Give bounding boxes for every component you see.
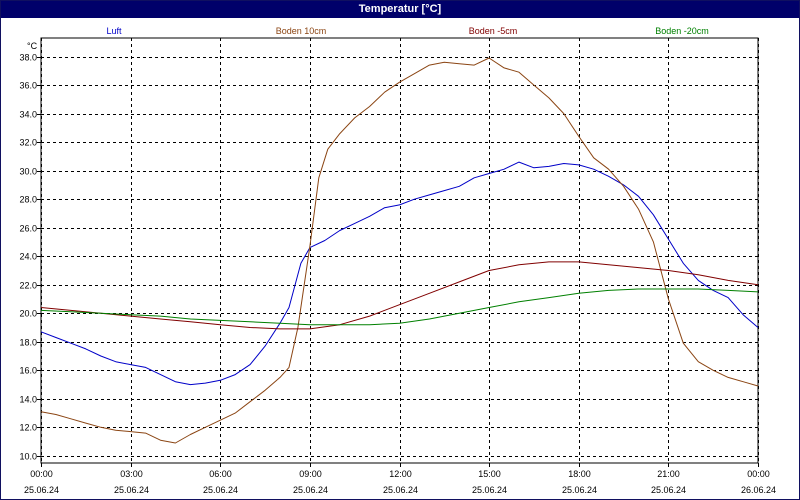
legend-entry: Boden 10cm (276, 26, 327, 36)
x-tick-date: 25.06.24 (562, 485, 597, 495)
x-tick-time: 12:00 (389, 469, 412, 479)
y-tick-label: 24.0 (19, 252, 37, 262)
x-tick-time: 03:00 (120, 469, 143, 479)
y-tick-label: 34.0 (19, 110, 37, 120)
y-tick-label: 22.0 (19, 281, 37, 291)
series-line (40, 57, 759, 444)
x-tick-date: 25.06.24 (651, 485, 686, 495)
y-tick-label: 16.0 (19, 366, 37, 376)
x-tick-time: 00:00 (30, 469, 53, 479)
x-tick-time: 15:00 (478, 469, 501, 479)
y-tick-label: 30.0 (19, 167, 37, 177)
series-line (40, 288, 759, 326)
y-tick-label: 18.0 (19, 338, 37, 348)
y-tick-label: 26.0 (19, 224, 37, 234)
x-tick-time: 18:00 (568, 469, 591, 479)
x-tick-time: 21:00 (657, 469, 680, 479)
y-tick-label: 20.0 (19, 309, 37, 319)
x-tick-date: 26.06.24 (741, 485, 776, 495)
y-tick-label: 32.0 (19, 138, 37, 148)
x-tick-date: 25.06.24 (383, 485, 418, 495)
x-tick-date: 25.06.24 (203, 485, 238, 495)
x-tick-time: 00:00 (747, 469, 770, 479)
series-line (40, 161, 759, 386)
y-tick-label: 28.0 (19, 195, 37, 205)
x-tick-date: 25.06.24 (472, 485, 507, 495)
legend-entry: Luft (106, 26, 122, 36)
legend-entry: Boden -20cm (655, 26, 709, 36)
x-tick-time: 09:00 (299, 469, 322, 479)
y-axis-unit: °C (27, 41, 38, 51)
x-tick-date: 25.06.24 (24, 485, 59, 495)
series-line (40, 261, 759, 330)
y-tick-label: 36.0 (19, 81, 37, 91)
x-tick-date: 25.06.24 (114, 485, 149, 495)
chart-title: Temperatur [°C] (1, 1, 799, 18)
y-tick-label: 38.0 (19, 53, 37, 63)
y-tick-label: 10.0 (19, 452, 37, 462)
x-tick-time: 06:00 (209, 469, 232, 479)
x-tick-date: 25.06.24 (293, 485, 328, 495)
legend-entry: Boden -5cm (469, 26, 518, 36)
y-tick-label: 12.0 (19, 423, 37, 433)
y-tick-label: 14.0 (19, 395, 37, 405)
plot-area (40, 37, 759, 464)
